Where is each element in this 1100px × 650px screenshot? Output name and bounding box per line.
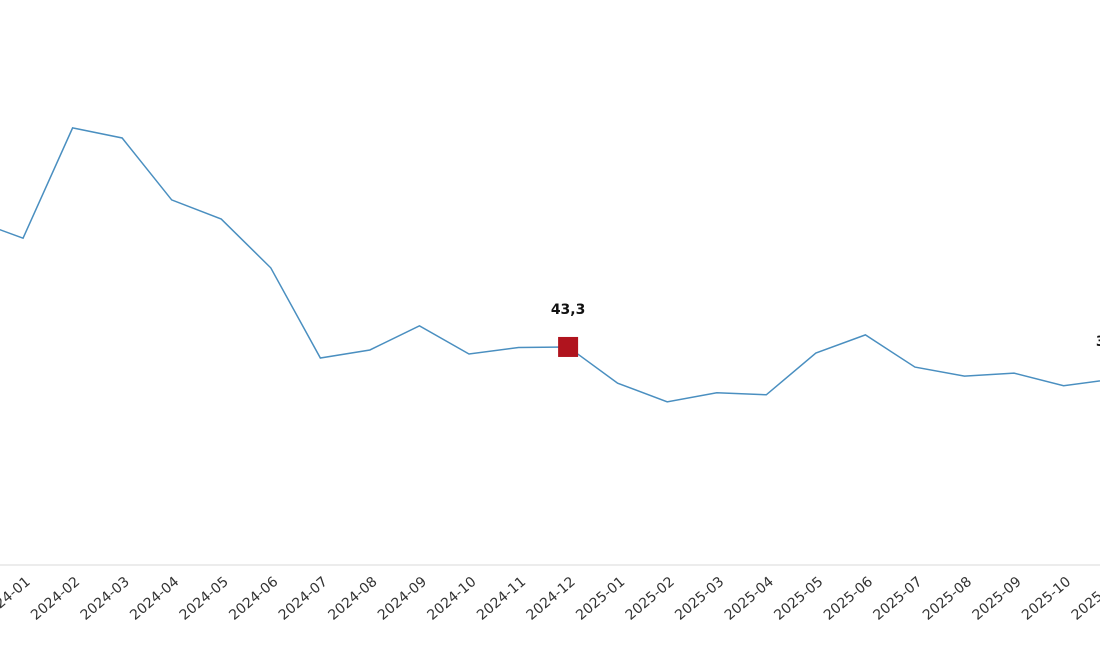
x-tick-label: 2025-10	[1019, 574, 1074, 624]
x-tick-label: 2024-07	[276, 574, 331, 624]
x-tick-label: 2025-05	[771, 574, 826, 624]
x-tick-label: 2024-12	[524, 574, 579, 624]
x-tick-label: 2025-03	[672, 574, 727, 624]
x-tick-label: 2024-03	[78, 574, 133, 624]
value-label: 36,9	[1096, 334, 1100, 350]
x-tick-label: 2024-08	[325, 574, 380, 624]
x-tick-label: 2025-11	[1069, 574, 1100, 624]
x-tick-label: 2025-07	[870, 574, 925, 624]
value-label: 43,3	[551, 302, 586, 318]
x-tick-label: 2025-04	[722, 574, 777, 624]
x-tick-label: 2024-09	[375, 574, 430, 624]
x-tick-label: 2024-04	[127, 574, 182, 624]
line	[0, 127, 1100, 403]
x-tick-label: 2025-08	[920, 574, 975, 624]
x-tick-label: 2024-05	[177, 574, 232, 624]
highlight-marker	[558, 336, 579, 357]
x-tick-label: 2024-10	[424, 574, 479, 624]
x-tick-label: 2025-02	[623, 574, 678, 624]
x-tick-label: 2024-06	[226, 574, 281, 624]
x-tick-label: 2025-06	[821, 574, 876, 624]
x-tick-label: 2024-11	[474, 574, 529, 624]
x-tick-label: 2025-09	[970, 574, 1025, 624]
x-tick-label: 2024-01	[0, 574, 34, 624]
x-tick-label: 2024-02	[28, 574, 83, 624]
x-tick-label: 2025-01	[573, 574, 628, 624]
